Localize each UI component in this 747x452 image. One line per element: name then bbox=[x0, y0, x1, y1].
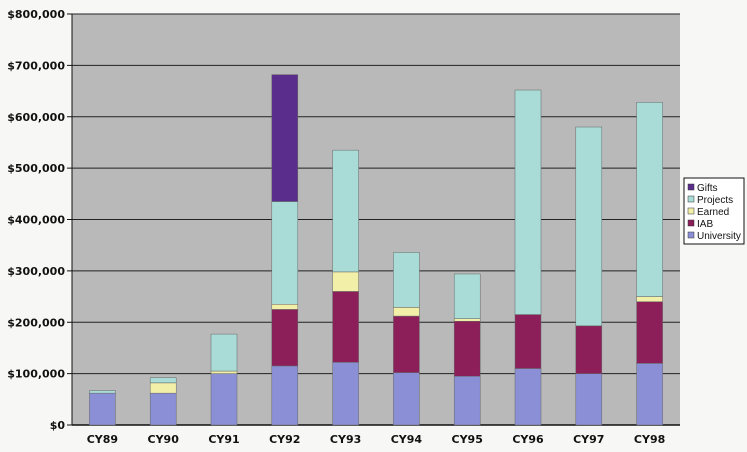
bar-segment-earned bbox=[393, 307, 420, 317]
bar-segment-projects bbox=[89, 390, 116, 394]
bar-segment-earned bbox=[636, 296, 663, 302]
legend-label: Projects bbox=[697, 195, 733, 206]
bar-segment-university bbox=[453, 375, 481, 426]
bar-segment-iab bbox=[636, 301, 663, 364]
bar-segment-gifts bbox=[271, 74, 299, 202]
bar-segment-earned bbox=[210, 370, 238, 374]
legend-swatch bbox=[687, 219, 695, 227]
bar-segment-projects bbox=[271, 201, 299, 305]
x-tick-label: CY95 bbox=[452, 433, 483, 446]
bar-segment-university bbox=[514, 368, 542, 426]
x-tick-label: CY89 bbox=[87, 433, 118, 446]
legend-swatch bbox=[687, 195, 695, 203]
x-tick-label: CY90 bbox=[148, 433, 180, 446]
y-tick-label: $800,000 bbox=[7, 8, 65, 21]
legend-label: Gifts bbox=[697, 183, 718, 194]
bar-segment-projects bbox=[210, 333, 238, 372]
y-tick-label: $600,000 bbox=[7, 111, 65, 124]
legend-swatch bbox=[687, 207, 695, 215]
bar-segment-projects bbox=[636, 102, 663, 297]
y-tick-label: $100,000 bbox=[7, 368, 65, 381]
bar-segment-university bbox=[210, 373, 238, 426]
x-tick-label: CY92 bbox=[269, 433, 300, 446]
legend-label: Earned bbox=[697, 207, 729, 218]
bar-segment-earned bbox=[149, 382, 177, 394]
x-tick-label: CY97 bbox=[573, 433, 604, 446]
bar-segment-university bbox=[636, 363, 663, 426]
bar-segment-earned bbox=[453, 318, 481, 322]
bar-segment-projects bbox=[575, 126, 603, 327]
bar-segment-projects bbox=[149, 377, 177, 384]
legend-swatch bbox=[687, 231, 695, 239]
bar-segment-iab bbox=[393, 315, 420, 373]
legend-label: IAB bbox=[697, 219, 713, 230]
bar-segment-iab bbox=[271, 309, 299, 367]
y-tick-label: $700,000 bbox=[7, 59, 65, 72]
y-tick-label: $400,000 bbox=[7, 214, 65, 227]
y-tick-label: $200,000 bbox=[7, 316, 65, 329]
bar-segment-projects bbox=[453, 273, 481, 319]
y-tick-label: $0 bbox=[50, 419, 66, 432]
x-tick-label: CY93 bbox=[330, 433, 361, 446]
legend-label: University bbox=[697, 231, 741, 242]
bar-segment-projects bbox=[332, 149, 359, 273]
x-tick-label: CY91 bbox=[208, 433, 239, 446]
bar-segment-projects bbox=[514, 89, 542, 315]
bar-segment-iab bbox=[575, 325, 603, 374]
x-tick-label: CY96 bbox=[512, 433, 544, 446]
bar-segment-university bbox=[575, 373, 603, 426]
x-tick-label: CY94 bbox=[391, 433, 423, 446]
bar-segment-university bbox=[149, 392, 177, 426]
bar-segment-iab bbox=[514, 314, 542, 369]
y-tick-label: $300,000 bbox=[7, 265, 65, 278]
bar-segment-earned bbox=[332, 271, 359, 292]
bar-segment-university bbox=[332, 362, 359, 426]
bar-segment-university bbox=[393, 372, 420, 426]
legend-swatch bbox=[687, 183, 695, 191]
bar-segment-iab bbox=[332, 291, 359, 363]
bar-segment-projects bbox=[393, 252, 420, 308]
bar-segment-earned bbox=[271, 304, 299, 310]
bar-segment-iab bbox=[453, 320, 481, 377]
x-tick-label: CY98 bbox=[634, 433, 665, 446]
bar-segment-university bbox=[271, 365, 299, 426]
y-tick-label: $500,000 bbox=[7, 162, 65, 175]
bar-segment-university bbox=[89, 392, 116, 426]
